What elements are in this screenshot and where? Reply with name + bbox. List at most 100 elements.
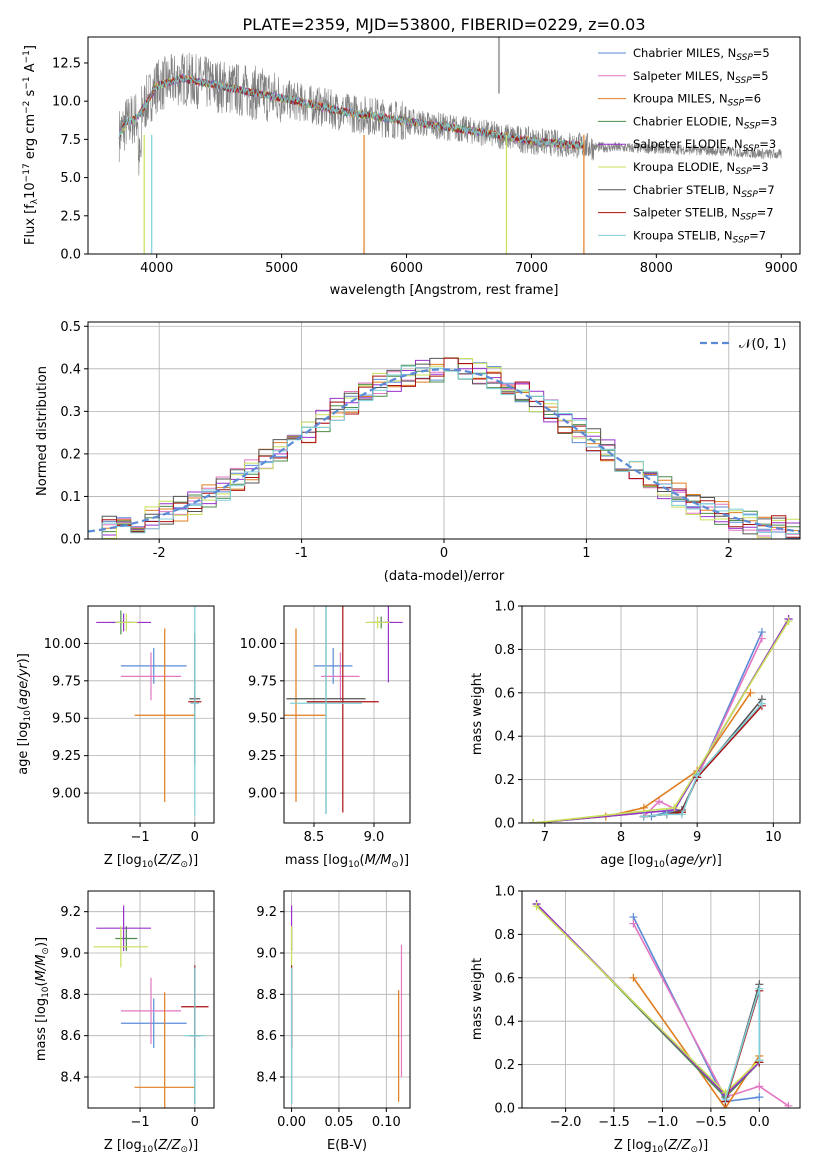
y-tick-label: 0.6 — [494, 686, 515, 701]
x-tick-label: 6000 — [390, 261, 423, 276]
plot-area — [96, 606, 202, 816]
axes-frame — [521, 890, 801, 1109]
x-tick-label: −1.0 — [647, 1115, 679, 1130]
legend-entry: Salpeter STELIB, NSSP=7 — [633, 206, 774, 223]
legend-entry: Chabrier ELODIE, NSSP=3 — [633, 114, 777, 131]
y-tick-label: 10.0 — [52, 95, 81, 110]
plot-area — [290, 905, 403, 1104]
x-tick-label: 4000 — [140, 261, 173, 276]
panel-mass_weight_vs_age: 7 8 9 10 0.0 0.2 0.4 0.6 0.8 1.0 mass weight age [l… — [470, 600, 801, 870]
y-axis-label: age [log10(age/yr)] — [16, 653, 33, 775]
y-tick-label: 8.6 — [256, 1029, 277, 1044]
y-tick-label: 0.2 — [494, 773, 515, 788]
weight-line-salpeter_miles — [643, 638, 763, 818]
y-tick-label: 9.75 — [52, 674, 81, 689]
y-tick-label: 2.5 — [60, 209, 81, 224]
chart-layer: 4000 5000 6000 7000 8 0 0 0 9000 0.0 2.5 5.0 7.5 10.0… — [16, 36, 801, 1155]
x-tick-label: 0.00 — [277, 1115, 306, 1130]
legend-entry: Salpeter MILES, NSSP=5 — [633, 69, 769, 86]
weight-marker-kroupa_elodie — [532, 902, 541, 911]
weight-line-salpeter_miles — [632, 923, 789, 1107]
y-tick-label: 5.0 — [60, 171, 81, 186]
axes-frame — [521, 605, 801, 824]
axes-frame — [87, 890, 215, 1109]
y-tick-label: 1.0 — [494, 600, 515, 615]
x-tick-label: 5000 — [265, 261, 298, 276]
plot-area — [529, 615, 793, 823]
legend-entry: Chabrier STELIB, NSSP=7 — [633, 183, 775, 200]
x-tick-label: −0.5 — [695, 1115, 727, 1130]
y-tick-label: 7.5 — [60, 133, 81, 148]
weight-line-kroupa_elodie — [533, 620, 790, 823]
x-tick-label: 0 — [191, 1115, 199, 1130]
x-tick-label: 8 — [617, 830, 625, 845]
histogram-salpeter_stelib — [88, 357, 800, 539]
panel-age_vs_mass: 8.5 9.0 9.00 9.25 9.50 9.75 10.00 mass [log10(M… — [240, 605, 411, 870]
weight-marker-salpeter_miles — [757, 634, 766, 643]
y-tick-label: 9.2 — [256, 905, 277, 920]
x-axis-label: Z [log10(Z/Z⊙)] — [104, 1138, 198, 1155]
panel-mass_vs_Z: −1 0 8.4 8.6 8.8 9.0 9.2 mass [log10(M/M⊙)] Z [l… — [34, 890, 215, 1155]
weight-line-chabrier_stelib — [643, 698, 763, 818]
x-axis-label: age [log10(age/yr)] — [600, 853, 722, 870]
weight-marker-kroupa_elodie — [529, 819, 538, 823]
weight-marker-salpeter_miles — [655, 797, 664, 806]
x-tick-label: 7000 — [515, 261, 548, 276]
y-tick-label: 8.8 — [256, 988, 277, 1003]
x-tick-label: 0 — [191, 830, 199, 845]
x-tick-label: 9 — [693, 830, 701, 845]
axes-frame — [283, 605, 411, 824]
y-tick-label: 9.25 — [248, 749, 277, 764]
weight-line-chabrier_elodie — [535, 903, 760, 1099]
weight-marker-kroupa_elodie — [670, 803, 679, 812]
y-tick-label: 0.1 — [60, 490, 81, 505]
y-tick-label: 9.00 — [248, 787, 277, 802]
weight-marker-kroupa_miles — [629, 973, 638, 982]
legend-entry: Kroupa ELODIE, NSSP=3 — [633, 160, 769, 177]
y-tick-label: 0.5 — [60, 320, 81, 335]
plot-area — [93, 905, 209, 1108]
weight-marker-salpeter_miles — [629, 919, 638, 928]
y-tick-label: 0.4 — [494, 1015, 515, 1030]
plot-area — [88, 357, 800, 539]
x-tick-label: 2 — [725, 546, 733, 561]
plot-area — [118, 37, 782, 254]
x-tick-label: 0 — [440, 546, 448, 561]
legend-entry: Salpeter ELODIE, NSSP=3 — [633, 137, 776, 154]
x-tick-label: 10 — [765, 830, 782, 845]
weight-marker-kroupa_stelib — [662, 810, 671, 819]
y-tick-label: 9.50 — [52, 712, 81, 727]
gaussian-curve — [88, 368, 800, 533]
panel-age_vs_Z: −1 0 9.00 9.25 9.50 9.75 10.00 age [log10(age/y… — [16, 605, 215, 870]
legend-entry: 𝒩(0, 1) — [739, 337, 786, 352]
y-axis-label: mass [log10(M/M⊙)] — [34, 937, 51, 1061]
y-tick-label: 1.0 — [494, 885, 515, 900]
x-tick-label: 0.0 — [749, 1115, 770, 1130]
weight-marker-salpeter_miles — [755, 1082, 764, 1091]
x-tick-label: −1.5 — [598, 1115, 630, 1130]
x-tick-label: 8.5 — [304, 830, 325, 845]
y-tick-label: 8.4 — [60, 1071, 81, 1086]
x-tick-label: 9000 — [765, 261, 798, 276]
panel-spectrum: 4000 5000 6000 7000 8000 9000 0.0 2.5 5.0 7.5 10.0… — [22, 36, 801, 298]
y-tick-label: 0.4 — [494, 730, 515, 745]
y-tick-label: 9.50 — [248, 712, 277, 727]
weight-marker-kroupa_stelib — [693, 771, 702, 780]
panel-mass_vs_EBV: 0.00 0.05 0.10 8.4 8.6 8.8 9.0 9.2 E(B-V) — [256, 890, 411, 1153]
x-axis-label: Z [log10(Z/Z⊙)] — [614, 1138, 708, 1155]
panel-mass_weight_vs_Z: −2.0 −1.5 −1.0 −0.5 0.0 0.0 0.2 0.4 0.6 0.8 1.0 mas… — [470, 885, 801, 1155]
x-tick-label: 0.10 — [372, 1115, 401, 1130]
y-tick-label: 9.75 — [248, 674, 277, 689]
axes-frame — [87, 36, 801, 255]
y-tick-label: 0.0 — [494, 817, 515, 832]
weight-line-chabrier_miles — [632, 916, 760, 1103]
y-axis-label: mass weight — [470, 958, 485, 1040]
y-tick-label: 0.0 — [60, 248, 81, 263]
y-tick-label: 9.0 — [60, 947, 81, 962]
y-tick-label: 0.6 — [494, 971, 515, 986]
plot-area — [284, 606, 403, 815]
y-tick-label: 8.8 — [60, 988, 81, 1003]
weight-marker-kroupa_stelib — [757, 699, 766, 708]
figure-title: PLATE=2359, MJD=53800, FIBERID=0229, z=0… — [242, 15, 645, 34]
